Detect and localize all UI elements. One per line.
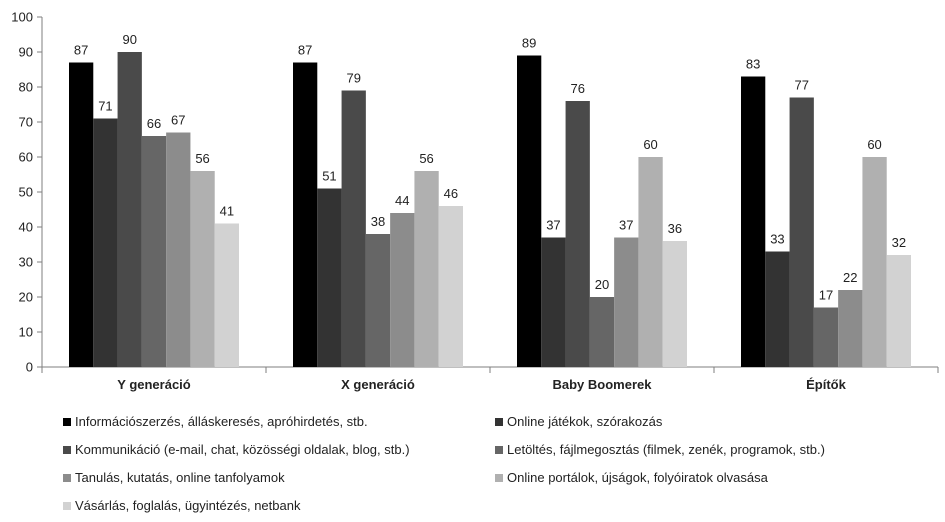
data-label: 87 <box>74 43 88 58</box>
bar <box>117 52 142 367</box>
bar <box>541 237 566 367</box>
legend-item: Letöltés, fájlmegosztás (filmek, zenék, … <box>495 442 825 457</box>
legend-item: Online portálok, újságok, folyóiratok ol… <box>495 470 769 485</box>
data-label: 36 <box>668 221 682 236</box>
data-label: 41 <box>220 204 234 219</box>
legend: Információszerzés, álláskeresés, apróhir… <box>63 414 825 513</box>
data-label: 51 <box>322 169 336 184</box>
legend-swatch <box>63 474 71 482</box>
bar <box>517 55 542 367</box>
data-label: 56 <box>195 151 209 166</box>
legend-item: Online játékok, szórakozás <box>495 414 663 429</box>
legend-label: Információszerzés, álláskeresés, apróhir… <box>75 414 368 429</box>
bar <box>414 171 439 367</box>
bar <box>166 132 191 367</box>
legend-label: Tanulás, kutatás, online tanfolyamok <box>75 470 285 485</box>
y-tick-label: 90 <box>19 45 33 60</box>
legend-swatch <box>63 418 71 426</box>
bar <box>141 136 167 367</box>
bar <box>293 62 318 367</box>
legend-label: Online portálok, újságok, folyóiratok ol… <box>507 470 769 485</box>
data-label: 60 <box>867 137 881 152</box>
x-category-label: Y generáció <box>117 377 191 392</box>
data-label: 77 <box>794 78 808 93</box>
legend-item: Vásárlás, foglalás, ügyintézés, netbank <box>63 498 301 513</box>
legend-swatch <box>63 446 71 454</box>
bar <box>438 206 463 367</box>
legend-swatch <box>495 446 503 454</box>
y-tick-label: 60 <box>19 150 33 165</box>
bar <box>390 213 415 367</box>
legend-item: Kommunikáció (e-mail, chat, közösségi ol… <box>63 442 410 457</box>
x-axis: Y generáció X generáció Baby Boomerek Építő… <box>41 366 939 392</box>
data-label: 66 <box>147 116 161 131</box>
data-label: 33 <box>770 232 784 247</box>
bar <box>813 307 839 367</box>
data-labels: 87 87 89 83 71 51 37 33 90 79 76 77 66 38 20 17 67 44 37 22… <box>74 32 906 303</box>
data-label: 60 <box>643 137 657 152</box>
bar <box>589 297 615 367</box>
data-label: 56 <box>419 151 433 166</box>
y-tick-label: 30 <box>19 255 33 270</box>
legend-swatch <box>495 418 503 426</box>
bar <box>317 188 342 367</box>
data-label: 89 <box>522 36 536 51</box>
data-label: 32 <box>892 235 906 250</box>
bar <box>741 76 766 367</box>
data-label: 38 <box>371 214 385 229</box>
data-label: 46 <box>444 186 458 201</box>
data-label: 67 <box>171 113 185 128</box>
data-label: 37 <box>546 218 560 233</box>
legend-item: Tanulás, kutatás, online tanfolyamok <box>63 470 285 485</box>
data-label: 76 <box>570 81 584 96</box>
bar <box>638 157 663 367</box>
bar <box>765 251 790 367</box>
x-category-label: Építők <box>806 377 846 392</box>
bar <box>565 101 590 367</box>
data-label: 44 <box>395 193 409 208</box>
x-category-label: Baby Boomerek <box>553 377 653 392</box>
data-label: 90 <box>122 32 136 47</box>
bar <box>886 255 911 367</box>
legend-swatch <box>63 502 71 510</box>
y-tick-label: 20 <box>19 290 33 305</box>
y-tick-label: 100 <box>11 10 33 25</box>
data-label: 37 <box>619 218 633 233</box>
bar <box>862 157 887 367</box>
y-tick-label: 70 <box>19 115 33 130</box>
legend-label: Vásárlás, foglalás, ügyintézés, netbank <box>75 498 301 513</box>
y-tick-label: 10 <box>19 325 33 340</box>
bar <box>614 237 639 367</box>
bar <box>190 171 215 367</box>
x-category-label: X generáció <box>341 377 415 392</box>
bar <box>93 118 118 367</box>
data-label: 20 <box>595 277 609 292</box>
bar <box>838 290 863 367</box>
data-label: 79 <box>346 71 360 86</box>
bar <box>214 223 239 367</box>
y-tick-label: 0 <box>26 360 33 375</box>
bar <box>662 241 687 367</box>
data-label: 83 <box>746 57 760 72</box>
legend-label: Letöltés, fájlmegosztás (filmek, zenék, … <box>507 442 825 457</box>
data-label: 87 <box>298 43 312 58</box>
y-tick-label: 80 <box>19 80 33 95</box>
y-axis: 0 10 20 30 40 50 60 70 80 90 100 <box>11 10 43 375</box>
legend-label: Kommunikáció (e-mail, chat, közösségi ol… <box>75 442 410 457</box>
bar <box>341 90 366 367</box>
legend-label: Online játékok, szórakozás <box>507 414 663 429</box>
data-label: 71 <box>98 99 112 114</box>
bar <box>69 62 94 367</box>
y-tick-label: 40 <box>19 220 33 235</box>
data-label: 17 <box>819 288 833 303</box>
legend-swatch <box>495 474 503 482</box>
bar <box>789 97 814 367</box>
data-label: 22 <box>843 270 857 285</box>
bar <box>365 234 391 367</box>
bars <box>69 52 911 367</box>
y-tick-label: 50 <box>19 185 33 200</box>
legend-item: Információszerzés, álláskeresés, apróhir… <box>63 414 368 429</box>
